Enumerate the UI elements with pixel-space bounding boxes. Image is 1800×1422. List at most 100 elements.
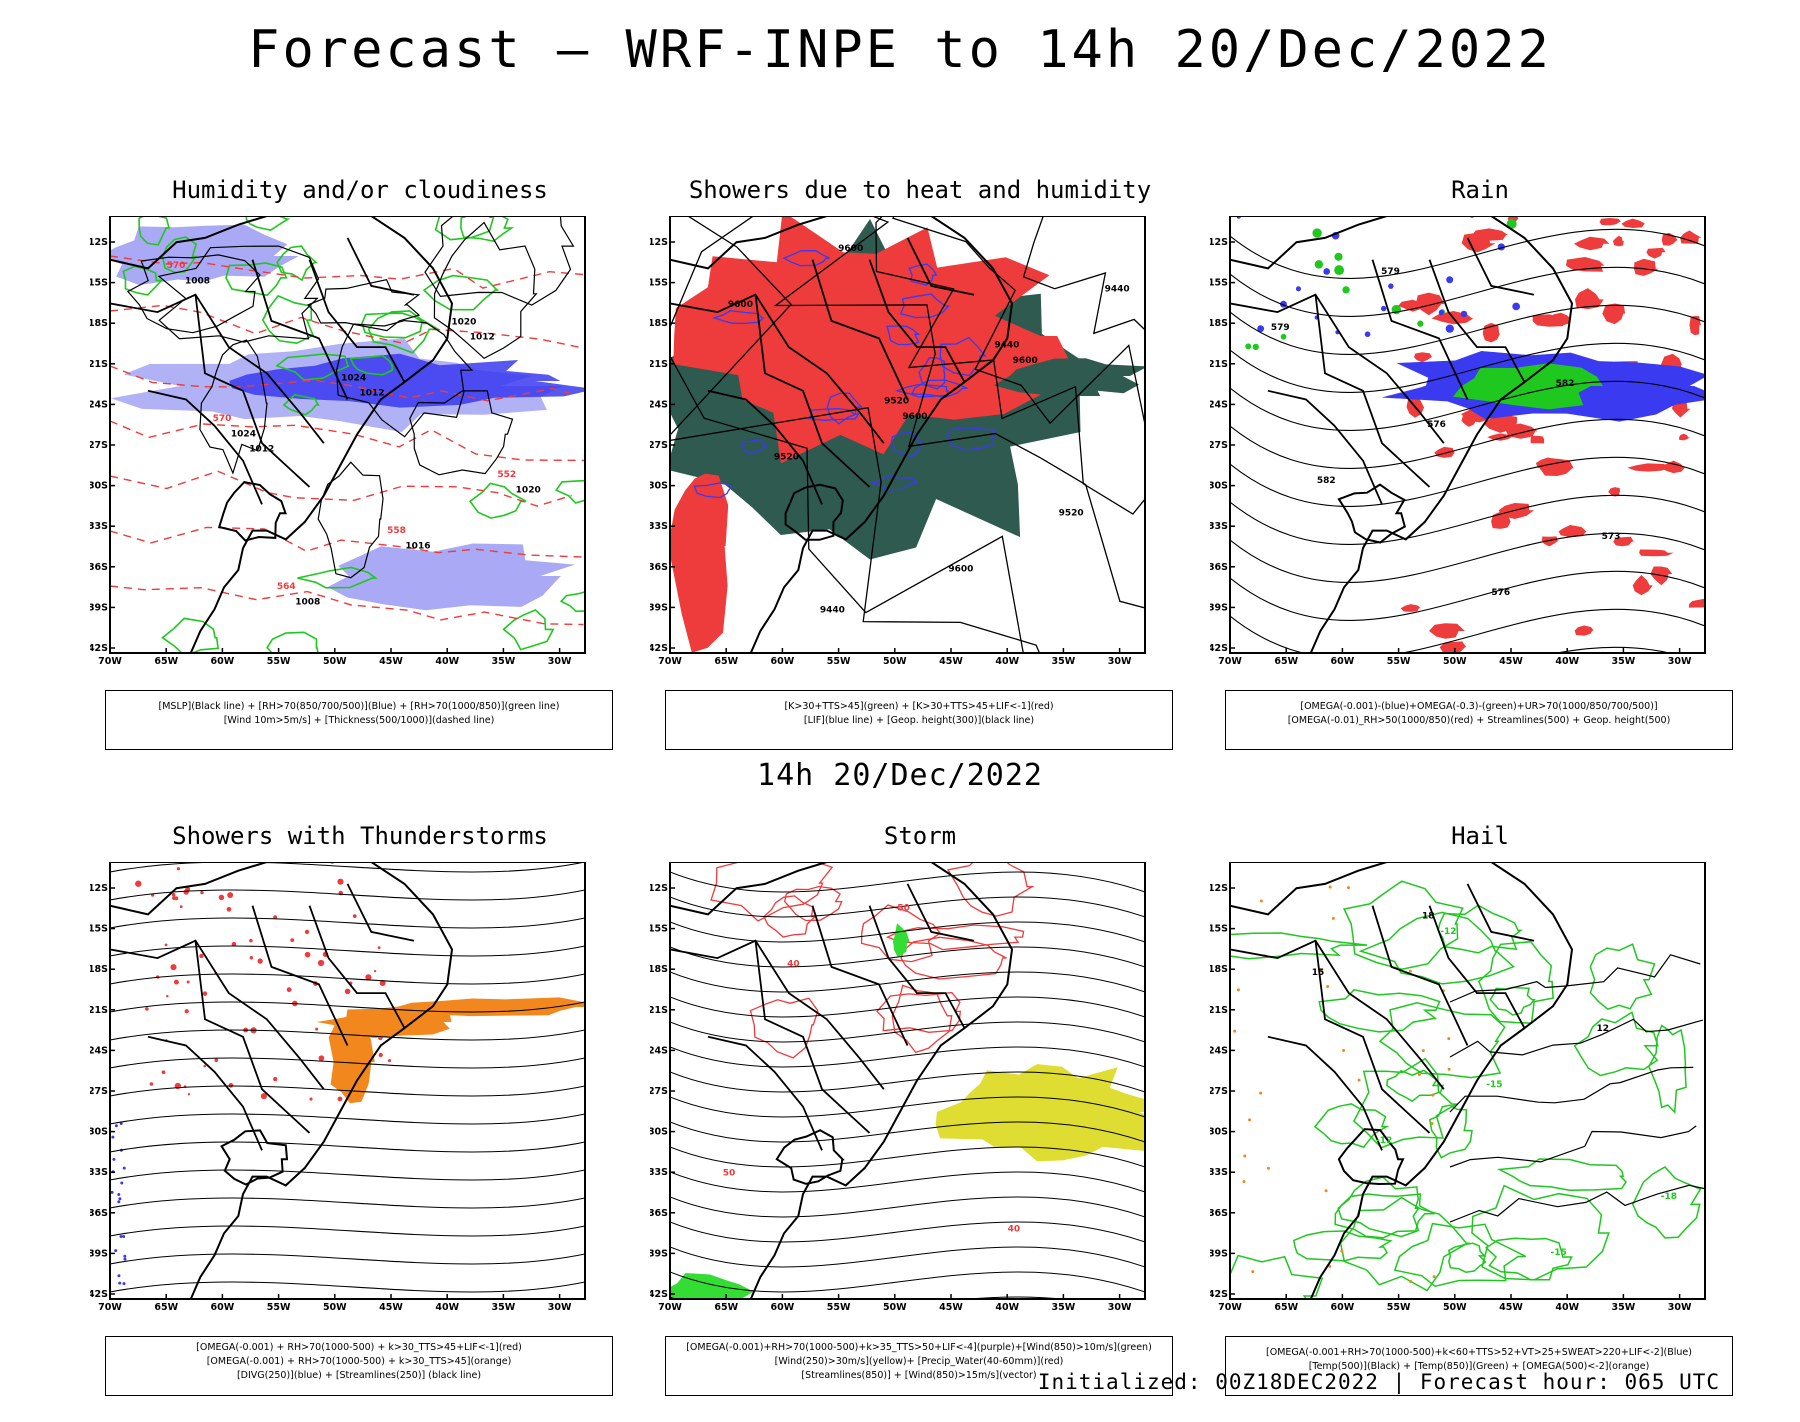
- temp850-contour: [1573, 1011, 1659, 1077]
- omega-dot: [1328, 885, 1332, 889]
- streamline: [670, 1221, 1145, 1243]
- country-border: [251, 905, 349, 1046]
- map-svg: 40 50 40 50 12S 15S 18S 21S 24S 27S 30S 33S 36S 39S 42…: [650, 862, 1146, 1313]
- divergence-dot: [114, 1124, 118, 1128]
- omega-dot: [1342, 1048, 1346, 1052]
- lon-label: 35W: [492, 656, 516, 667]
- contour-label: 576: [1491, 588, 1510, 598]
- rain-area: [1539, 458, 1574, 476]
- streamline: [670, 1171, 1145, 1193]
- thunderstorm-dot: [273, 1076, 278, 1082]
- temp850-contour: [1386, 1069, 1444, 1103]
- contour-label: 1024: [231, 429, 256, 439]
- lon-label: 55W: [267, 656, 291, 667]
- thunderstorm-dot: [199, 953, 204, 959]
- thunderstorm-dot: [387, 1059, 392, 1063]
- temp850-contour: [1648, 1024, 1687, 1114]
- mslp-contour: [126, 254, 261, 334]
- rain-dot: [1342, 286, 1350, 294]
- lat-label: 33S: [1210, 1167, 1228, 1178]
- country-border: [1466, 237, 1535, 296]
- thunderstorm-dot: [228, 1082, 234, 1088]
- contour-label: 18: [1422, 912, 1435, 922]
- thunderstorm-dot: [170, 964, 177, 971]
- streamline: [1230, 570, 1705, 621]
- omega-dot: [1248, 1118, 1252, 1122]
- lat-label: 27S: [650, 1086, 668, 1097]
- contour-label: 579: [1381, 267, 1400, 277]
- contour-label: 9440: [994, 341, 1019, 351]
- rain-area: [1680, 230, 1702, 244]
- temp500-contour: [1449, 1125, 1697, 1168]
- omega-dot: [1432, 1275, 1436, 1279]
- rain-dot: [1314, 260, 1324, 269]
- lat-label: 15S: [90, 924, 108, 935]
- streamline: [110, 1281, 585, 1293]
- coastline: [1230, 216, 1574, 653]
- thickness-contour: [110, 365, 577, 402]
- rain-dot: [1446, 276, 1454, 284]
- omega-dot: [1328, 1264, 1332, 1268]
- mslp-contour: [433, 221, 538, 360]
- lat-label: 39S: [1210, 1248, 1228, 1259]
- caption-line: [Wind 10m>5m/s] + [Thickness(500/1000)](…: [223, 715, 495, 726]
- rain-area: [1672, 402, 1691, 418]
- thickness-contour: [110, 585, 584, 626]
- map-content: -12 -15 -18 -12 -15 12 15 18: [1230, 862, 1705, 1299]
- streamline: [670, 1271, 1145, 1293]
- rain-area: [1627, 463, 1671, 472]
- country-border: [110, 939, 325, 1090]
- coastline: [1230, 862, 1574, 1299]
- coastline: [1337, 483, 1406, 544]
- rh-contour: [282, 393, 320, 416]
- lon-label: 55W: [1387, 656, 1411, 667]
- temp500-contour: [1449, 1018, 1703, 1058]
- lon-label: 55W: [267, 1302, 291, 1313]
- omega-dot: [1409, 1279, 1413, 1283]
- lif-contour: [712, 310, 765, 325]
- coastline: [784, 483, 844, 541]
- rain-area: [1558, 525, 1587, 538]
- omega-dot: [1408, 969, 1412, 973]
- thunderstorm-dot: [377, 946, 381, 950]
- contour-label: 1008: [185, 276, 210, 286]
- temp850-contour: [1230, 1254, 1324, 1299]
- lon-label: 45W: [1499, 656, 1523, 667]
- contour-label: 15: [1312, 968, 1325, 978]
- lat-label: 36S: [1210, 562, 1228, 573]
- lif-contour: [870, 474, 919, 491]
- country-border: [194, 294, 311, 488]
- country-border: [1230, 293, 1445, 444]
- country-border: [147, 1035, 263, 1151]
- streamline: [110, 1001, 585, 1013]
- map-svg: 9600 9600 9600 9600 9600 9520 9520 9520 9440 9440…: [650, 216, 1146, 667]
- country-border: [670, 939, 885, 1090]
- panel-title: Showers with Thunderstorms: [172, 822, 548, 850]
- lat-label: 21S: [1210, 1005, 1228, 1016]
- lon-label: 70W: [98, 1302, 122, 1313]
- divergence-dot: [119, 1122, 123, 1126]
- thunderstorm-dot: [176, 867, 181, 871]
- contour-label: 12: [1597, 1024, 1610, 1034]
- omega-dot: [1417, 1073, 1421, 1077]
- thunderstorm-dot: [304, 951, 311, 958]
- lon-label: 65W: [154, 656, 178, 667]
- streamline: [1230, 532, 1705, 583]
- omega-dot: [1242, 1180, 1246, 1184]
- streamline: [670, 1046, 1145, 1068]
- lon-label: 70W: [658, 656, 682, 667]
- streamline: [110, 1253, 585, 1265]
- thunderstorm-dot: [260, 1093, 267, 1100]
- caption-line: [K>30+TTS>45](green) + [K>30+TTS>45+LIF<…: [784, 701, 1054, 712]
- panel-storm: Storm 40 50 40 50 12S 15S 18S 21S 24S 27S 30S 33S 36…: [650, 822, 1190, 1422]
- lat-label: 21S: [650, 1005, 668, 1016]
- lon-label: 30W: [1668, 1302, 1692, 1313]
- thunderstorm-dot: [309, 1097, 313, 1101]
- thunderstorm-dot: [187, 1093, 191, 1096]
- panel-caption: [OMEGA(-0.001)-(blue)+OMEGA(-0.3)-(green…: [1225, 690, 1733, 750]
- map-svg: 12S 15S 18S 21S 24S 27S 30S 33S 36S 39S 42S 70W 65W 6…: [90, 862, 586, 1313]
- caption-line: [Temp(500)](Black) + [Temp(850)](Green) …: [1308, 1361, 1650, 1372]
- temp850-contour: [1447, 1242, 1487, 1273]
- temp850-contour: [1343, 880, 1464, 970]
- streamline: [670, 996, 1145, 1018]
